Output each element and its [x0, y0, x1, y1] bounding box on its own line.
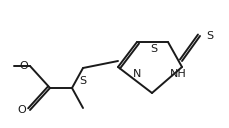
- Text: NH: NH: [170, 69, 187, 79]
- Text: O: O: [19, 61, 28, 71]
- Text: S: S: [150, 44, 158, 54]
- Text: S: S: [79, 76, 87, 86]
- Text: N: N: [133, 69, 141, 79]
- Text: S: S: [206, 31, 213, 41]
- Text: O: O: [17, 105, 26, 115]
